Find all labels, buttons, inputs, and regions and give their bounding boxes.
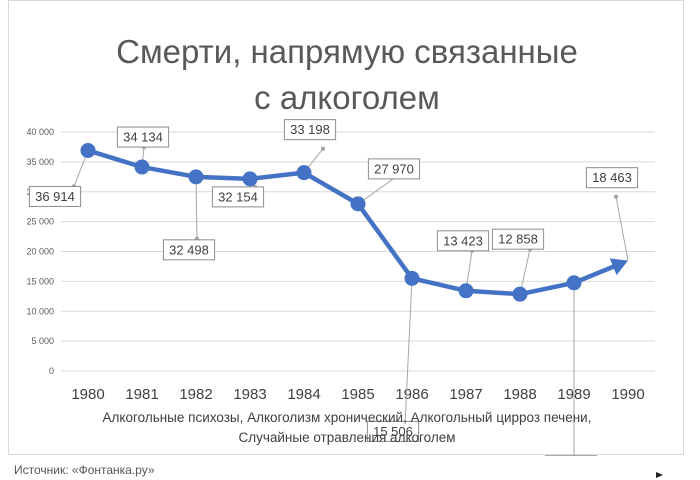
data-labels: 36 914 34 134 32 498 32 154 33 198 27 970 15 5…: [28, 119, 639, 456]
source-caption: Источник: «Фонтанка.ру»: [14, 463, 155, 477]
corner-arrow-icon: [656, 472, 663, 478]
series-line: [85, 148, 628, 297]
data-point: [296, 165, 312, 181]
y-tick-label: 0: [49, 366, 54, 376]
data-point: [80, 142, 96, 158]
chart-title-line: Смерти, напрямую связанные: [116, 33, 578, 70]
data-label-box: [585, 167, 639, 189]
leader-line: [357, 174, 400, 205]
data-point: [566, 275, 582, 291]
chart-frame: Смерти, напрямую связанные с алкоголем 0 5…: [8, 0, 684, 456]
chart-title-line: с алкоголем: [254, 79, 440, 116]
x-axis-caption: Алкогольные психозы, Алкоголизм хроничес…: [103, 410, 592, 445]
grid-lines: [61, 131, 655, 372]
data-label-box: [436, 230, 490, 252]
x-tick-label: 1988: [503, 386, 536, 403]
y-tick-label: 5 000: [31, 336, 54, 346]
series-polyline: [85, 148, 616, 297]
x-tick-label: 1984: [287, 386, 320, 403]
chart-canvas: Смерти, напрямую связанные с алкоголем 0 5…: [26, 33, 655, 456]
data-label-box: [491, 228, 545, 250]
data-label: 12 858: [498, 232, 538, 247]
leader-line: [404, 278, 413, 426]
leader-dot: [613, 194, 619, 199]
y-tick-label: 20 000: [26, 247, 54, 257]
data-point: [188, 169, 204, 185]
x-caption-line: Случайные отравления алкоголем: [238, 430, 455, 445]
data-label-box: [211, 186, 265, 208]
data-point: [404, 270, 420, 286]
leader-line: [195, 176, 198, 239]
data-point: [458, 283, 474, 299]
data-label-box: [116, 126, 170, 148]
data-label-box: [367, 158, 421, 180]
data-label-box: [162, 239, 216, 261]
x-tick-label: 1982: [179, 386, 212, 403]
x-caption-line: Алкогольные психозы, Алкоголизм хроничес…: [103, 410, 592, 425]
data-point: [512, 286, 528, 302]
leader-line: [519, 249, 531, 295]
series-points: [80, 142, 582, 302]
data-point: [134, 159, 150, 175]
data-label: 36 914: [35, 189, 75, 204]
x-axis-ticks: 1980 1981 1982 1983 1984 1985 1986 1987 1988 1989…: [71, 386, 644, 403]
x-tick-label: 1987: [449, 386, 482, 403]
data-label-box: [28, 185, 82, 207]
series-end-arrow: [609, 258, 628, 276]
data-label: 32 498: [169, 242, 209, 257]
x-tick-label: 1980: [71, 386, 104, 403]
y-tick-label: 40 000: [26, 127, 54, 137]
data-label-box: [283, 119, 337, 141]
y-tick-label: 25 000: [26, 217, 54, 227]
data-label: 33 198: [290, 122, 330, 137]
data-label: 34 134: [123, 130, 163, 145]
data-label: 32 154: [218, 189, 258, 204]
data-label: 27 970: [374, 161, 414, 176]
x-tick-label: 1986: [395, 386, 428, 403]
x-tick-label: 1981: [125, 386, 158, 403]
leader-dot: [320, 146, 326, 151]
y-tick-label: 35 000: [26, 157, 54, 167]
chart-title: Смерти, напрямую связанные с алкоголем: [116, 33, 578, 116]
data-label: 13 423: [443, 233, 483, 248]
x-tick-label: 1985: [341, 386, 374, 403]
y-tick-label: 15 000: [26, 276, 54, 286]
data-point: [242, 171, 258, 187]
x-tick-label: 1990: [611, 386, 644, 403]
leader-line: [615, 196, 629, 261]
data-label: 18 463: [592, 170, 632, 185]
data-label: 15 506: [373, 424, 413, 439]
data-point: [350, 196, 366, 212]
data-label-box: [366, 420, 420, 442]
y-tick-label: 10 000: [26, 306, 54, 316]
x-tick-label: 1983: [233, 386, 266, 403]
